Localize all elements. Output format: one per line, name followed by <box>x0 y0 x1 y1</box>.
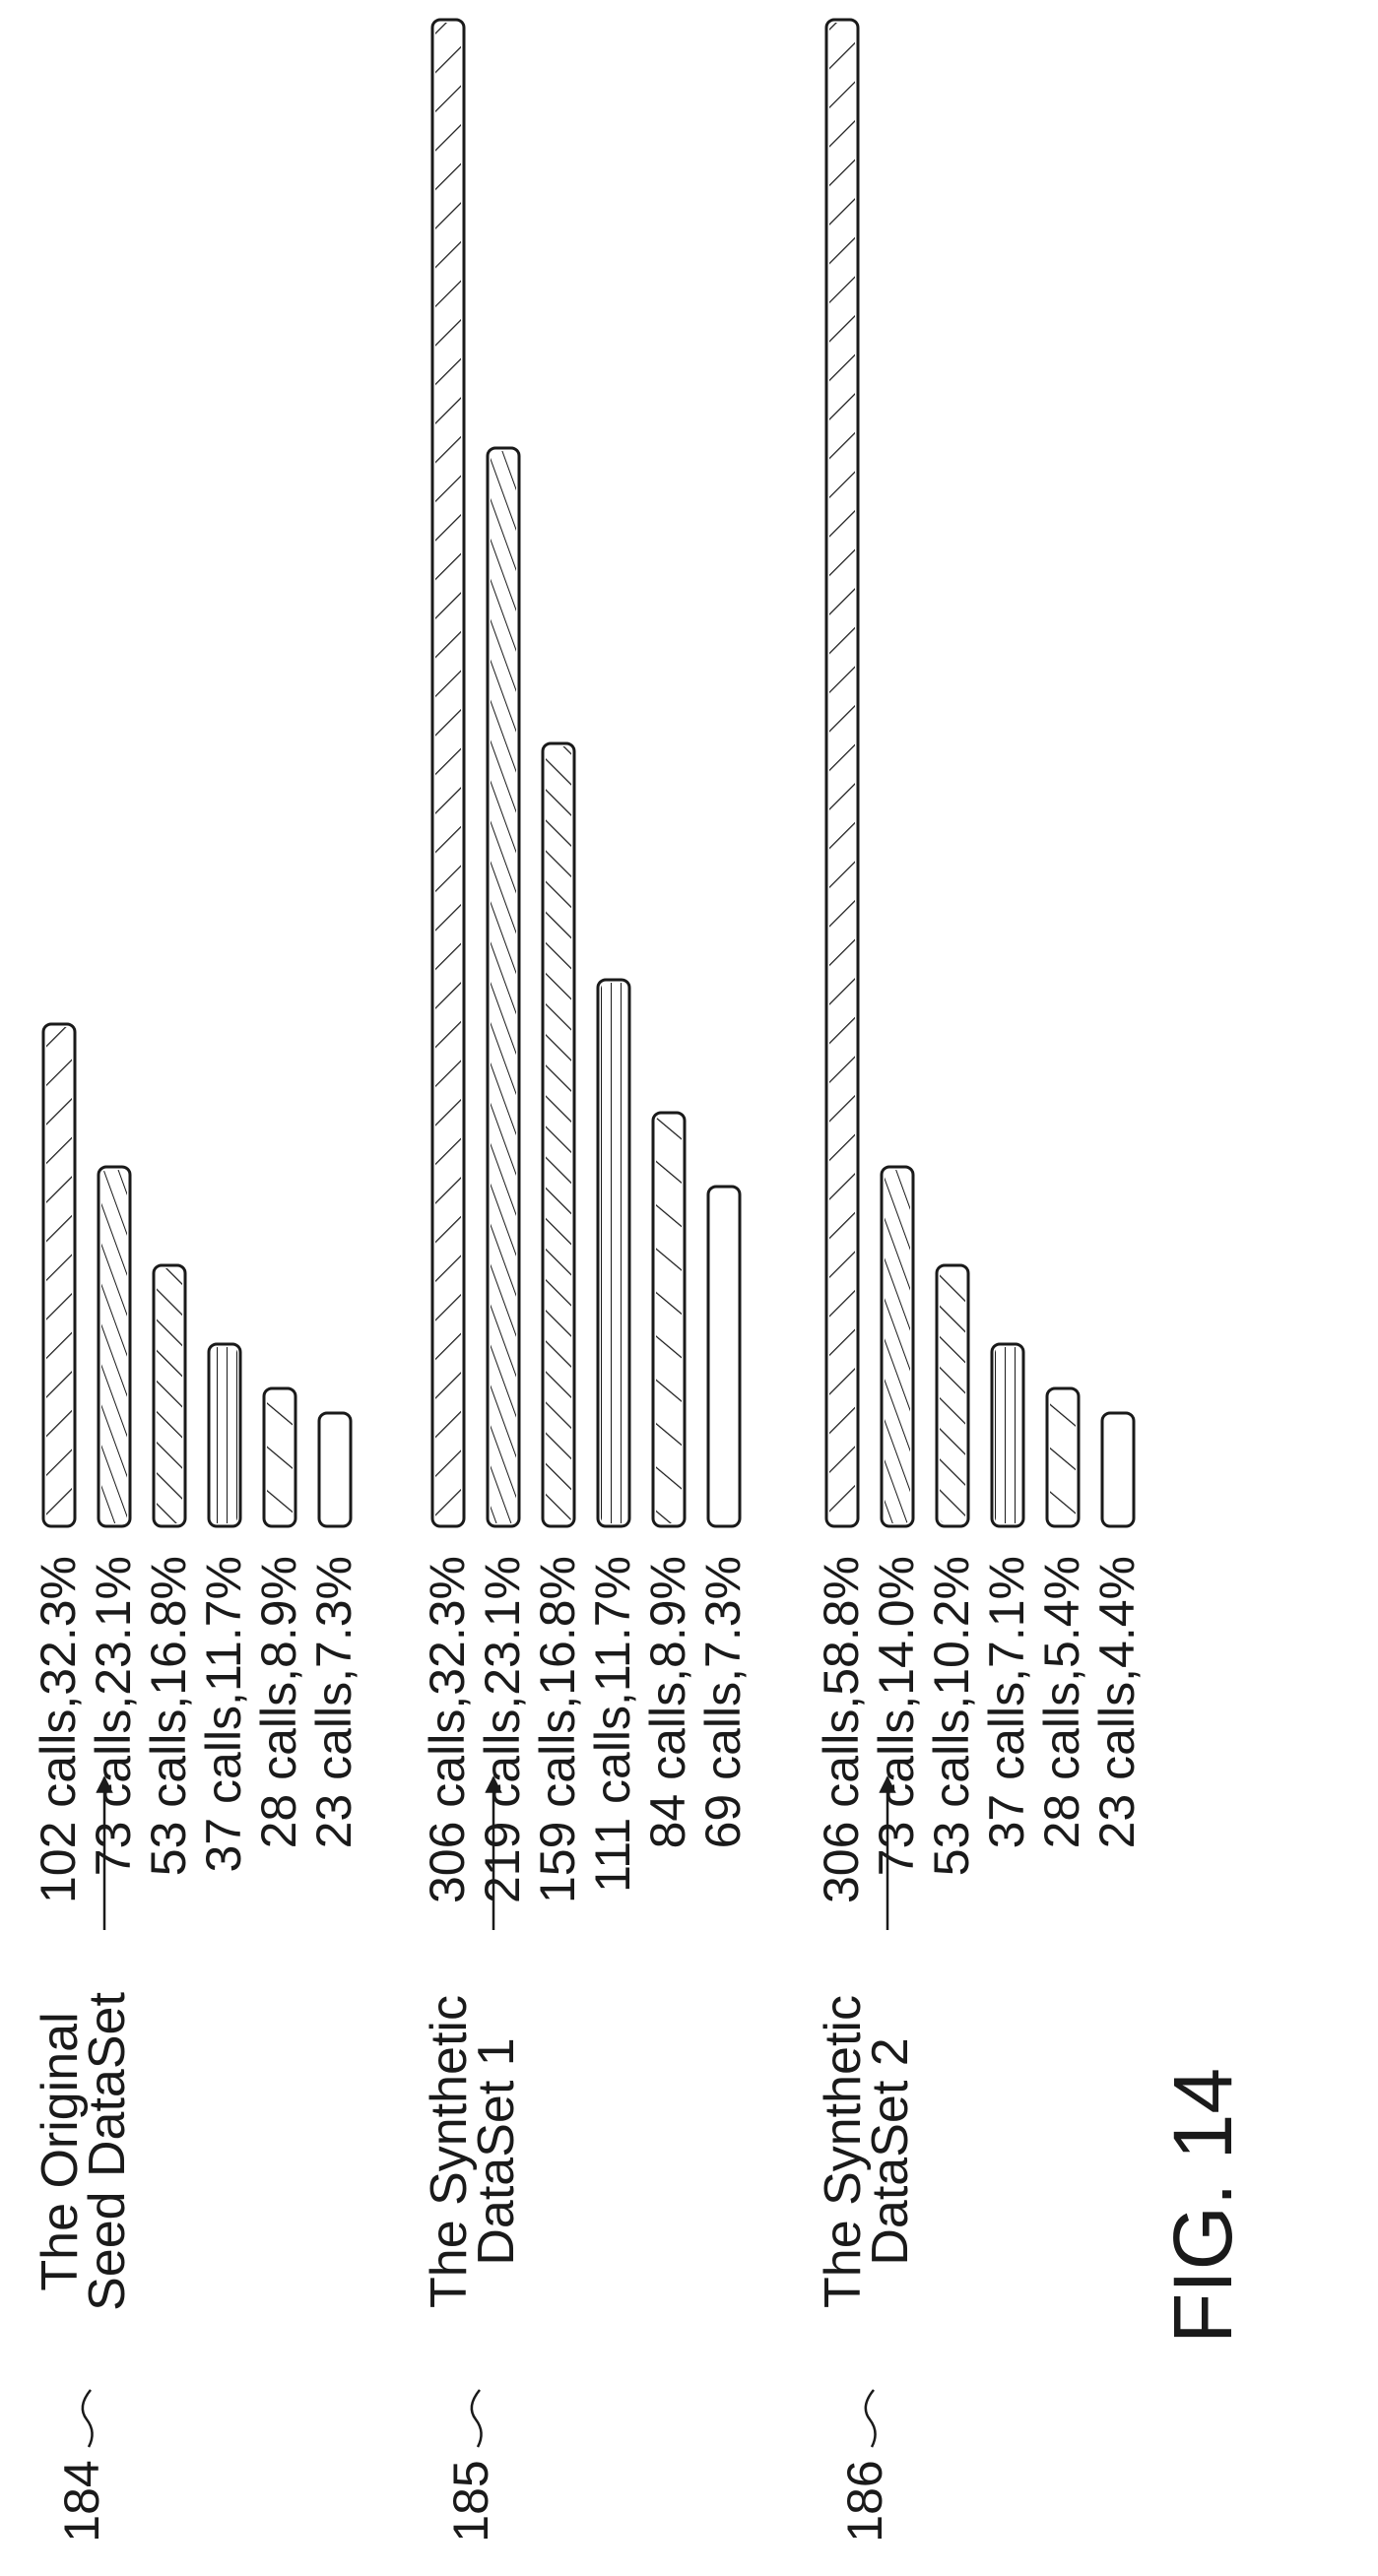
dataset-group: 102 calls,32.3% 73 calls,23.1% 53 calls,16… <box>31 1022 361 2543</box>
bar-hatch <box>829 23 855 1523</box>
bar-value-label: 159 calls,16.8% <box>530 1556 585 1903</box>
leader-line <box>81 2389 94 2448</box>
dataset-label-line: The Synthetic <box>815 1995 872 2308</box>
bar-hatch <box>212 1347 237 1523</box>
figure-caption: FIG. 14 <box>1156 2068 1249 2344</box>
bar-value-label: 102 calls,32.3% <box>31 1556 86 1903</box>
bar-value-label: 37 calls,11.7% <box>196 1556 251 1872</box>
bar-value-label: 306 calls,58.8% <box>814 1556 869 1903</box>
dataset-label-line: DataSet 2 <box>862 2037 919 2265</box>
bar-value-label: 111 calls,11.7% <box>585 1556 640 1893</box>
bar-hatch <box>656 1116 682 1523</box>
bar-value-label: 28 calls,8.9% <box>251 1556 306 1848</box>
bar-value-label: 53 calls,10.2% <box>924 1556 979 1876</box>
bar <box>317 1411 353 1528</box>
bar <box>706 1185 742 1528</box>
bar-value-label: 37 calls,7.1% <box>979 1556 1034 1848</box>
leader-line <box>470 2389 483 2448</box>
bar-hatch <box>491 451 516 1523</box>
bar-hatch <box>995 1347 1020 1523</box>
bar-value-label: 306 calls,32.3% <box>420 1556 475 1903</box>
dataset-group: 306 calls,32.3% 219 calls,23.1% 159 calls,… <box>420 18 751 2543</box>
dataset-label-line: The Original <box>32 2012 89 2290</box>
dataset-label-line: The Synthetic <box>421 1995 478 2308</box>
bar-hatch <box>435 23 461 1523</box>
reference-number: 184 <box>54 2460 109 2542</box>
bar-value-label: 84 calls,8.9% <box>640 1556 695 1848</box>
bar-hatch <box>46 1027 72 1523</box>
reference-number: 186 <box>837 2460 892 2542</box>
dataset-label-line: DataSet 1 <box>468 2037 525 2265</box>
bar-hatch <box>267 1391 293 1523</box>
bar-value-label: 28 calls,5.4% <box>1034 1556 1089 1848</box>
bar-value-label: 219 calls,23.1% <box>475 1556 530 1903</box>
bar-value-label: 69 calls,7.3% <box>695 1556 751 1848</box>
dataset-label-line: Seed DataSet <box>79 1992 136 2311</box>
bar-hatch <box>101 1170 127 1523</box>
reference-number: 185 <box>443 2460 498 2542</box>
bar-hatch <box>601 983 626 1523</box>
bar-hatch <box>940 1268 965 1523</box>
dataset-group: 306 calls,58.8% 73 calls,14.0% 53 calls,10… <box>814 18 1145 2543</box>
bar-value-label: 23 calls,4.4% <box>1089 1556 1145 1848</box>
bar-hatch <box>1050 1391 1076 1523</box>
bar-hatch <box>546 746 571 1523</box>
bar-value-label: 53 calls,16.8% <box>141 1556 196 1876</box>
bar-value-label: 73 calls,23.1% <box>86 1556 141 1876</box>
bar-value-label: 23 calls,7.3% <box>306 1556 361 1848</box>
bar-value-label: 73 calls,14.0% <box>869 1556 924 1876</box>
bar-hatch <box>157 1268 182 1523</box>
bar-hatch <box>885 1170 910 1523</box>
chart-groups: 102 calls,32.3% 73 calls,23.1% 53 calls,16… <box>31 18 1145 2543</box>
leader-line <box>864 2389 877 2448</box>
bar <box>1100 1411 1136 1528</box>
